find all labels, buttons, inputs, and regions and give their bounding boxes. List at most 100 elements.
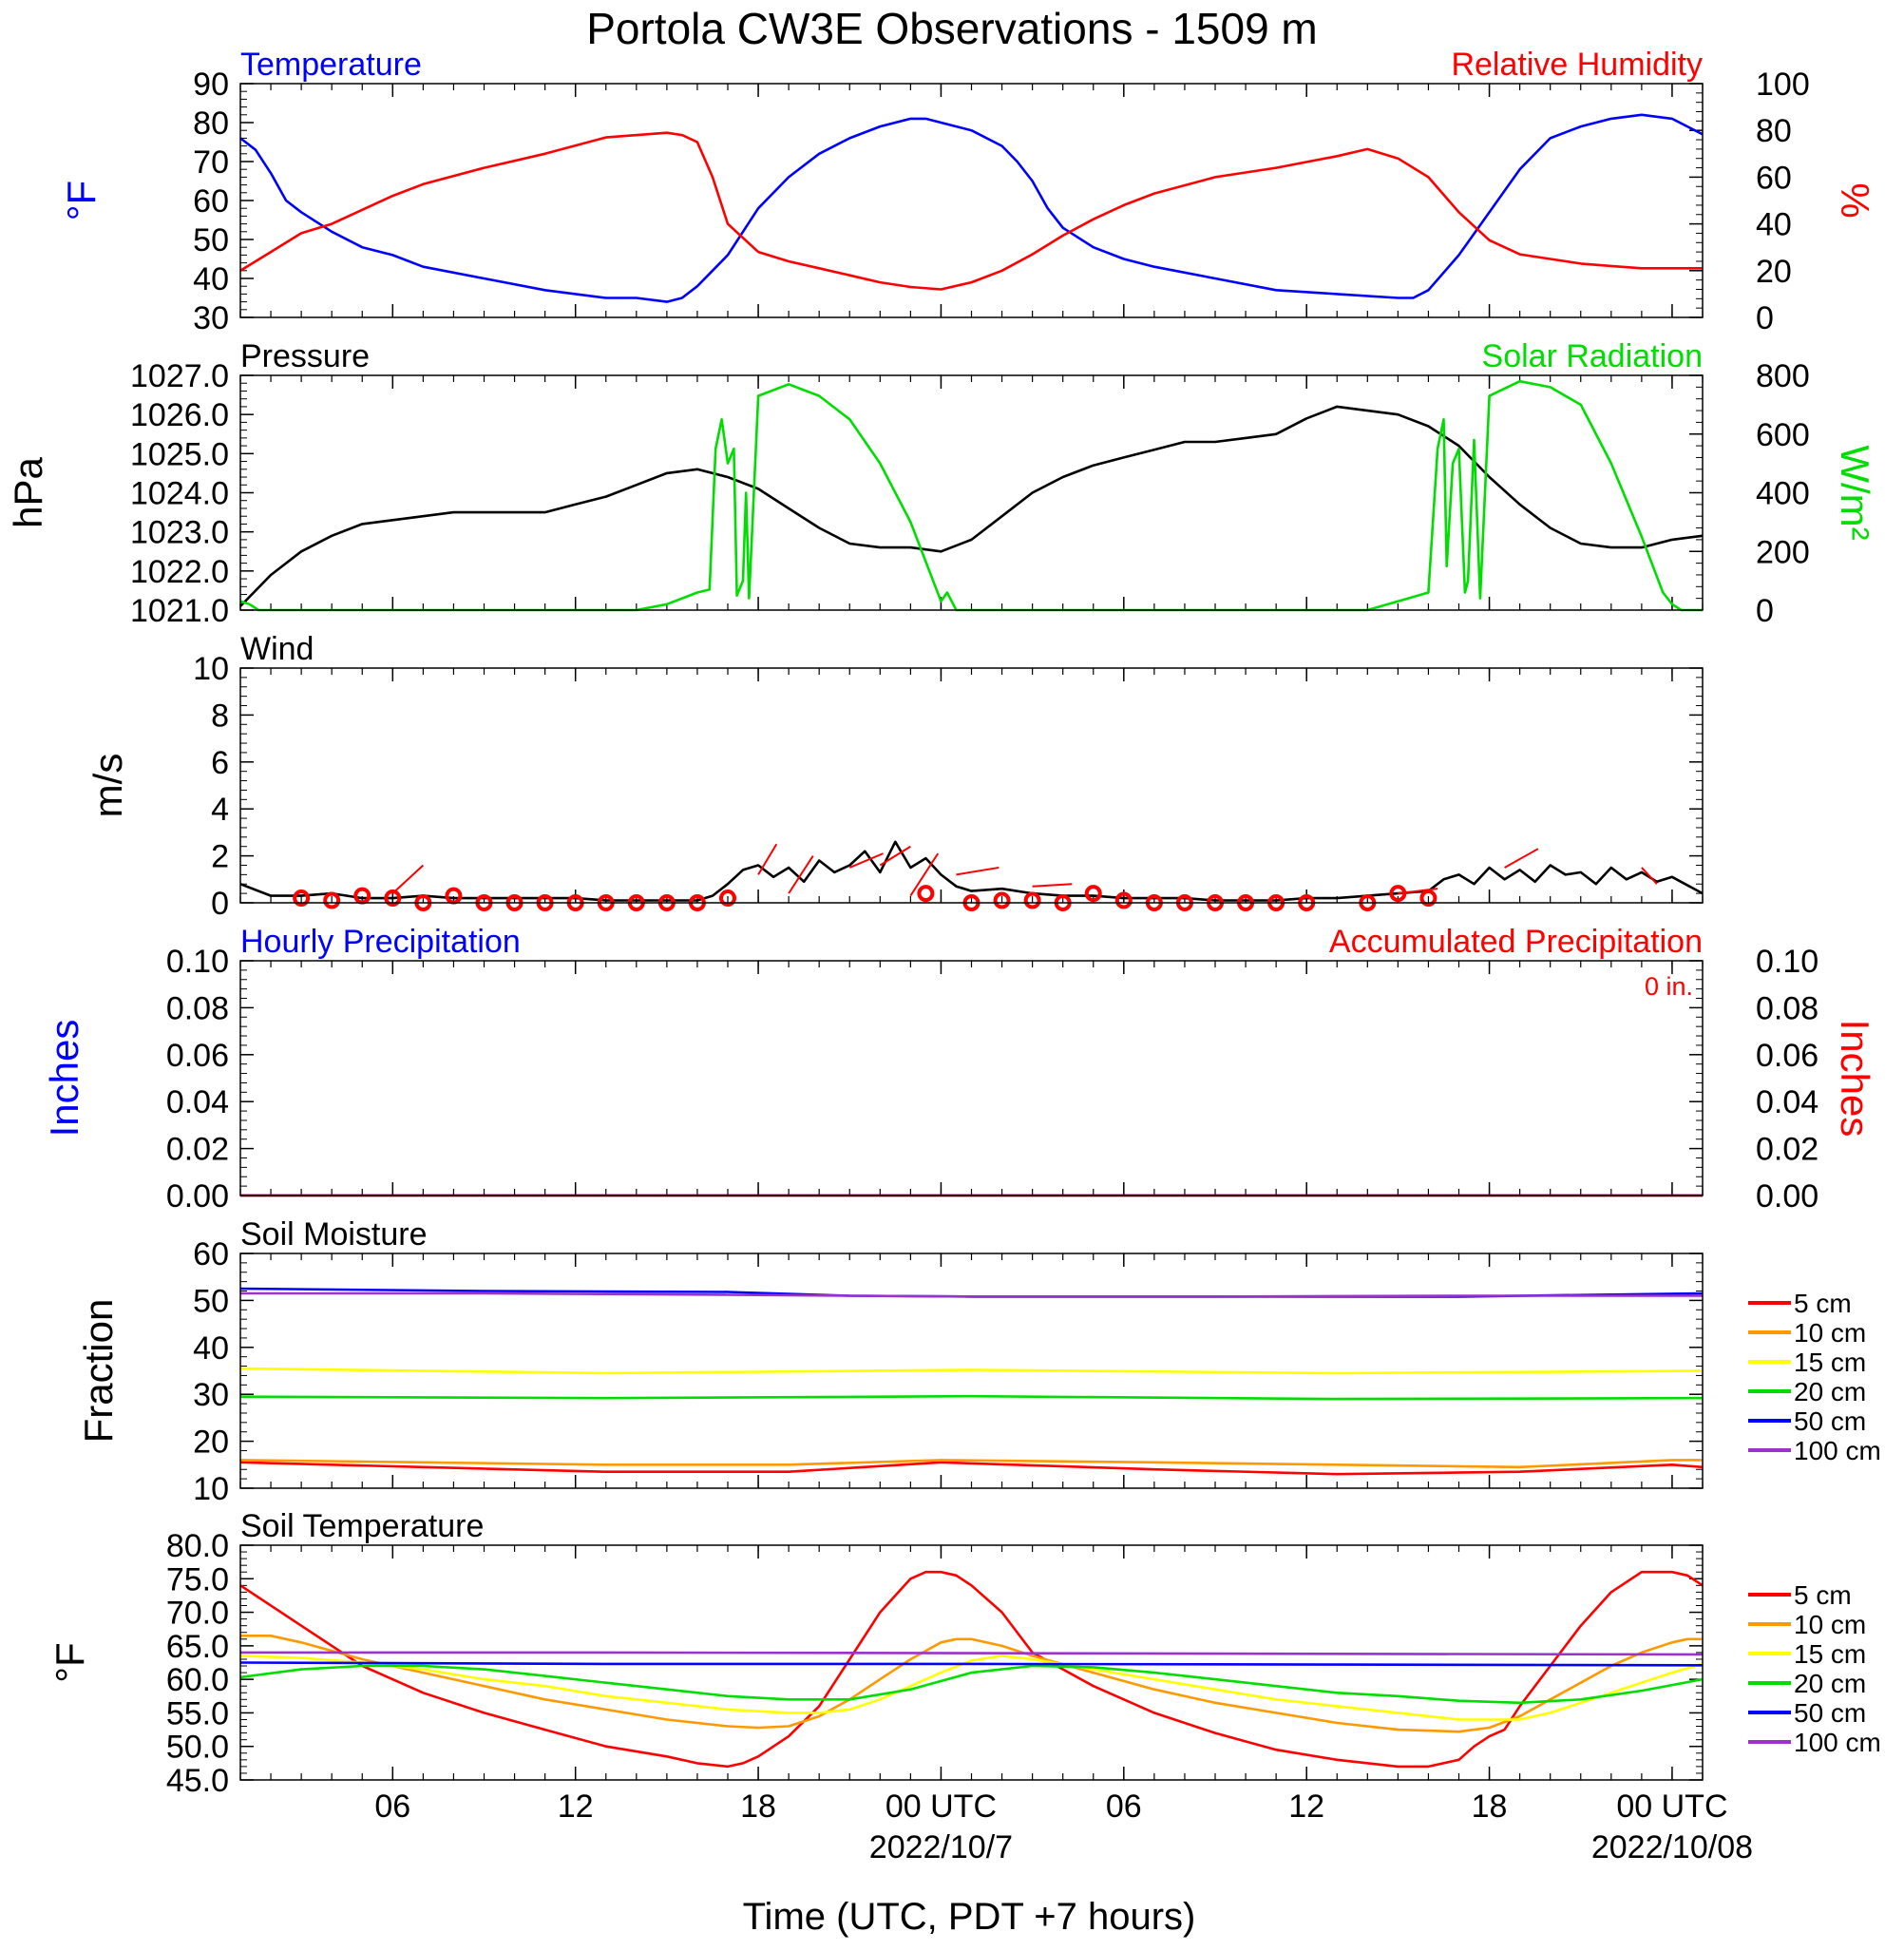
x-tick-label: 18 (1472, 1788, 1508, 1825)
10-cm-series (240, 1635, 1703, 1733)
y-right-tick-label: 400 (1756, 476, 1810, 512)
y-right-tick-label: 0 (1756, 300, 1774, 336)
legend-label: 15 cm (1794, 1639, 1866, 1669)
calm-wind-marker (1419, 889, 1438, 908)
legend-label: 50 cm (1794, 1698, 1866, 1728)
y-right-tick-label: 40 (1756, 207, 1792, 243)
y-axis-label-left: °F (48, 1642, 92, 1682)
y-left-tick-label: 60 (193, 183, 229, 220)
y-left-tick-label: 60 (193, 1236, 229, 1272)
y-left-tick-label: 8 (211, 698, 229, 734)
100-cm-series (240, 1651, 1704, 1656)
y-left-tick-label: 6 (211, 745, 229, 781)
y-left-tick-label: 0.00 (166, 1178, 229, 1215)
y-left-tick-label: 1024.0 (130, 476, 229, 512)
legend-label: 100 cm (1794, 1728, 1881, 1757)
x-tick-label: 06 (374, 1788, 410, 1825)
y-left-tick-label: 0.06 (166, 1038, 229, 1074)
wind-barb (879, 845, 911, 867)
wind-barb (788, 855, 814, 894)
wind-barb (909, 852, 940, 897)
panel-title-left: Soil Temperature (240, 1508, 484, 1544)
5-cm-series (239, 1461, 1704, 1476)
y-axis-label-left: °F (59, 181, 104, 220)
y-left-tick-label: 0.04 (166, 1084, 229, 1120)
accumulated-total-label: 0 in. (1645, 972, 1693, 1001)
x-tick-label: 00 UTC (885, 1788, 997, 1825)
calm-wind-marker (1114, 891, 1133, 909)
panel-frame (239, 83, 1704, 318)
y-right-tick-label: 600 (1756, 417, 1810, 453)
left-series (239, 113, 1704, 303)
y-left-tick-label: 40 (193, 1330, 229, 1367)
y-right-tick-label: 0.02 (1756, 1132, 1818, 1168)
y-right-tick-label: 80 (1756, 113, 1792, 149)
legend-label: 5 cm (1794, 1580, 1852, 1610)
legend-label: 100 cm (1794, 1436, 1881, 1465)
calm-wind-marker (323, 891, 341, 909)
figure-title: Portola CW3E Observations - 1509 m (586, 4, 1318, 53)
5-cm-series (239, 1570, 1704, 1769)
20-cm-series (239, 1394, 1704, 1401)
y-left-tick-label: 30 (193, 300, 229, 336)
panel-wind: 0 2 4 6 8 10 Wind m/s (86, 631, 1704, 922)
panel-title-right: Solar Radiation (1482, 338, 1703, 374)
y-left-tick-label: 40 (193, 261, 229, 297)
y-left-tick-label: 10 (193, 651, 229, 687)
y-left-tick-label: 1026.0 (130, 397, 229, 433)
wind-barb (1032, 883, 1073, 888)
y-axis-label-left: hPa (6, 456, 50, 527)
y-left-tick-label: 45.0 (166, 1763, 229, 1799)
y-left-tick-label: 80.0 (166, 1528, 229, 1564)
y-left-tick-label: 1025.0 (130, 436, 229, 472)
y-axis-label-right: W/m² (1833, 445, 1877, 540)
15-cm-series (239, 1367, 1704, 1375)
y-right-tick-label: 800 (1756, 358, 1810, 394)
calm-wind-marker (293, 889, 311, 908)
legend-label: 5 cm (1794, 1289, 1852, 1318)
10-cm-series (239, 1459, 1703, 1469)
y-left-tick-label: 60.0 (166, 1662, 229, 1698)
x-tick-label: 06 (1106, 1788, 1142, 1825)
panel-frame (239, 374, 1704, 611)
100-cm-series (240, 1291, 1703, 1298)
panel-title-left: Soil Moisture (240, 1216, 428, 1253)
panel-frame (239, 667, 1704, 904)
legend-label: 50 cm (1794, 1406, 1866, 1436)
wind-barb (848, 852, 884, 869)
panel-title-left: Hourly Precipitation (240, 924, 521, 960)
panel-precip: 0.00 0.02 0.04 0.06 0.08 0.10 0.00 0.02 0.04 0.06… (42, 924, 1877, 1215)
panel-frame (239, 1253, 1704, 1489)
y-left-tick-label: 0 (211, 886, 229, 922)
x-tick-label: 12 (558, 1788, 594, 1825)
y-left-tick-label: 1022.0 (130, 554, 229, 590)
legend-label: 10 cm (1794, 1318, 1866, 1348)
panel-frame (239, 1544, 1704, 1781)
x-date-label: 2022/10/08 (1591, 1829, 1753, 1865)
y-right-tick-label: 0.10 (1756, 944, 1818, 980)
y-axis-label-right: % (1833, 182, 1877, 218)
calm-wind-marker (1023, 891, 1041, 909)
panel-title-right: Accumulated Precipitation (1329, 924, 1703, 960)
panel-title-right: Relative Humidity (1451, 47, 1703, 83)
x-axis-label: Time (UTC, PDT +7 hours) (743, 1896, 1196, 1938)
y-right-tick-label: 60 (1756, 160, 1792, 196)
y-left-tick-label: 10 (193, 1471, 229, 1507)
20-cm-series (239, 1664, 1704, 1705)
y-left-tick-label: 0.02 (166, 1132, 229, 1168)
x-date-label: 2022/10/7 (869, 1829, 1013, 1865)
wind-barb (1641, 867, 1658, 885)
y-left-tick-label: 70 (193, 144, 229, 181)
panel-title-left: Pressure (240, 338, 370, 374)
y-left-tick-label: 75.0 (166, 1561, 229, 1597)
y-axis-label-left: m/s (86, 754, 130, 818)
y-left-tick-label: 65.0 (166, 1629, 229, 1665)
time-axis: 06 12 18 00 UTC 2022/10/7 06 12 18 00 UTC 2022/10… (374, 1788, 1753, 1865)
y-left-tick-label: 20 (193, 1425, 229, 1461)
x-tick-label: 00 UTC (1616, 1788, 1727, 1825)
panel-title-left: Temperature (240, 47, 422, 83)
y-right-tick-label: 200 (1756, 534, 1810, 570)
y-right-tick-label: 0.04 (1756, 1084, 1818, 1120)
